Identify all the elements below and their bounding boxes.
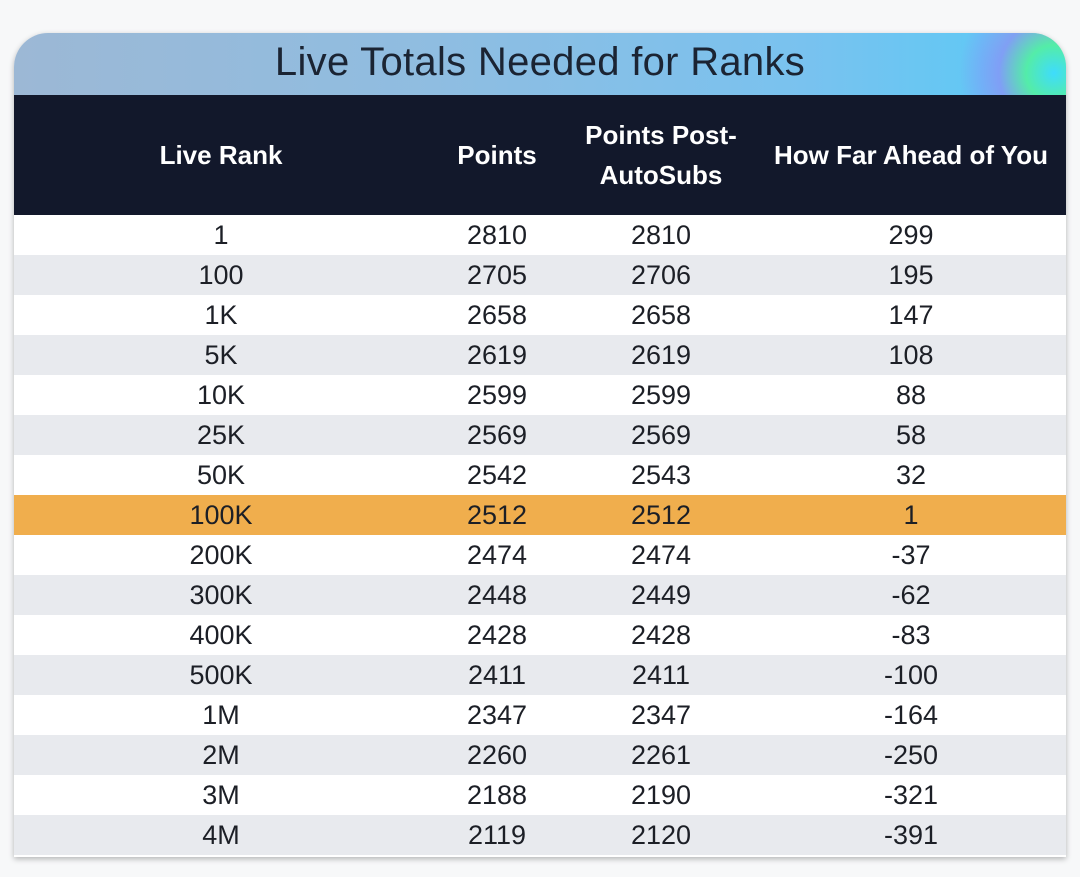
cell-how-far-ahead: -100 (883, 660, 939, 690)
cell-live-rank: 25K (196, 420, 246, 450)
cell-how-far-ahead: -37 (891, 540, 931, 570)
cell-points: 2810 (466, 220, 528, 250)
cell-live-rank: 50K (196, 460, 246, 490)
cell-points-post-autosubs: 2619 (630, 340, 692, 370)
table-row-highlighted: 100K 2512 2512 1 (14, 495, 1066, 535)
cell-points-post-autosubs: 2411 (631, 660, 691, 690)
table-header: Live Rank Points Points Post-AutoSubs Ho… (14, 95, 1066, 215)
cell-points-post-autosubs: 2706 (630, 260, 692, 290)
table-row: 300K 2448 2449 -62 (14, 575, 1066, 615)
cell-live-rank: 400K (189, 620, 253, 650)
rank-totals-card: Live Totals Needed for Ranks Live Rank P… (14, 33, 1066, 857)
cell-points: 2260 (466, 740, 528, 770)
table-row: 500K 2411 2411 -100 (14, 655, 1066, 695)
cell-how-far-ahead: -250 (883, 740, 939, 770)
column-header-points-post-autosubs: Points Post-AutoSubs (585, 120, 737, 190)
cell-points-post-autosubs: 2658 (630, 300, 692, 330)
table-row: 3M 2188 2190 -321 (14, 775, 1066, 815)
cell-points-post-autosubs: 2599 (630, 380, 692, 410)
table-row: 25K 2569 2569 58 (14, 415, 1066, 455)
cell-how-far-ahead: 147 (888, 300, 934, 330)
cell-live-rank: 3M (202, 780, 240, 810)
cell-points-post-autosubs: 2474 (630, 540, 692, 570)
cell-points: 2658 (466, 300, 528, 330)
cell-how-far-ahead: -391 (883, 820, 939, 850)
cell-how-far-ahead: 58 (895, 420, 927, 450)
cell-points: 2542 (466, 460, 528, 490)
cell-points: 2474 (466, 540, 528, 570)
cell-points: 2512 (466, 500, 528, 530)
cell-live-rank: 10K (196, 380, 246, 410)
column-header-live-rank: Live Rank (159, 140, 283, 170)
cell-live-rank: 1K (204, 300, 238, 330)
table-body: 1 2810 2810 299 100 2705 2706 195 1K 2658 2658 147 5… (14, 215, 1066, 855)
table-row: 50K 2542 2543 32 (14, 455, 1066, 495)
cell-points-post-autosubs: 2543 (630, 460, 692, 490)
cell-points-post-autosubs: 2449 (630, 580, 692, 610)
table-row: 100 2705 2706 195 (14, 255, 1066, 295)
table-title: Live Totals Needed for Ranks (274, 40, 806, 84)
cell-live-rank: 4M (202, 820, 240, 850)
cell-how-far-ahead: -83 (891, 620, 931, 650)
cell-points: 2448 (466, 580, 528, 610)
cell-how-far-ahead: -62 (891, 580, 931, 610)
cell-points-post-autosubs: 2261 (630, 740, 692, 770)
cell-live-rank: 500K (189, 660, 253, 690)
cell-how-far-ahead: 195 (888, 260, 934, 290)
cell-points: 2188 (466, 780, 528, 810)
cell-how-far-ahead: 88 (895, 380, 927, 410)
table-row: 200K 2474 2474 -37 (14, 535, 1066, 575)
cell-live-rank: 300K (189, 580, 253, 610)
cell-how-far-ahead: -164 (883, 700, 939, 730)
cell-points: 2411 (467, 660, 527, 690)
cell-points: 2599 (466, 380, 528, 410)
cell-points-post-autosubs: 2347 (630, 700, 692, 730)
column-header-how-far-ahead: How Far Ahead of You (774, 140, 1048, 170)
cell-points: 2705 (466, 260, 528, 290)
cell-how-far-ahead: 299 (888, 220, 934, 250)
cell-how-far-ahead: 1 (903, 500, 919, 530)
cell-points: 2119 (467, 820, 527, 850)
cell-points-post-autosubs: 2428 (630, 620, 692, 650)
cell-points-post-autosubs: 2190 (630, 780, 692, 810)
cell-live-rank: 2M (202, 740, 240, 770)
cell-live-rank: 5K (204, 340, 238, 370)
cell-live-rank: 1 (213, 220, 229, 250)
cell-how-far-ahead: -321 (883, 780, 939, 810)
title-bar: Live Totals Needed for Ranks (14, 33, 1066, 95)
cell-live-rank: 200K (189, 540, 253, 570)
cell-how-far-ahead: 108 (888, 340, 934, 370)
table-row: 1M 2347 2347 -164 (14, 695, 1066, 735)
table-row: 2M 2260 2261 -250 (14, 735, 1066, 775)
cell-points-post-autosubs: 2569 (630, 420, 692, 450)
cell-points: 2428 (466, 620, 528, 650)
cell-points-post-autosubs: 2512 (630, 500, 692, 530)
column-header-points: Points (457, 140, 537, 170)
cell-points-post-autosubs: 2120 (630, 820, 692, 850)
cell-live-rank: 100K (189, 500, 253, 530)
cell-points-post-autosubs: 2810 (630, 220, 692, 250)
cell-points: 2619 (466, 340, 528, 370)
cell-live-rank: 100 (198, 260, 244, 290)
table-row: 4M 2119 2120 -391 (14, 815, 1066, 855)
table-row: 400K 2428 2428 -83 (14, 615, 1066, 655)
cell-live-rank: 1M (202, 700, 240, 730)
table-row: 1K 2658 2658 147 (14, 295, 1066, 335)
cell-points: 2347 (466, 700, 528, 730)
table-row: 10K 2599 2599 88 (14, 375, 1066, 415)
cell-points: 2569 (466, 420, 528, 450)
table-row: 5K 2619 2619 108 (14, 335, 1066, 375)
cell-how-far-ahead: 32 (895, 460, 927, 490)
table-row: 1 2810 2810 299 (14, 215, 1066, 255)
